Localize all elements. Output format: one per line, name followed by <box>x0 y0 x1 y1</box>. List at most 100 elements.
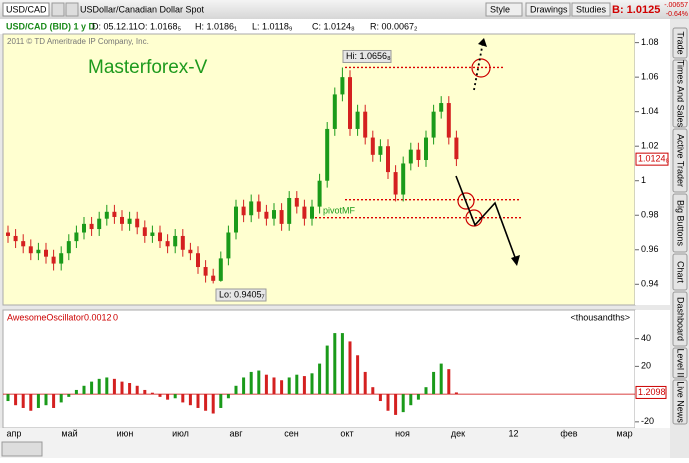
side-tab[interactable] <box>672 253 688 291</box>
y-tick-label: 1.04 <box>641 106 659 116</box>
osc-bar <box>447 369 451 395</box>
candle-body <box>36 249 41 254</box>
osc-bar <box>219 394 223 408</box>
osc-bar <box>242 377 246 395</box>
x-label: ноя <box>395 428 410 438</box>
side-tab[interactable] <box>672 291 688 347</box>
quote-high: H: 1.0186₁ <box>195 21 237 31</box>
y-tick-label: 1.06 <box>641 72 659 82</box>
side-tab-label: Trade <box>676 31 686 54</box>
osc-bar <box>264 374 268 395</box>
last-osc-box <box>635 385 667 399</box>
symbol: USD/CAD <box>6 4 47 14</box>
y-tick-label: 40 <box>641 333 651 343</box>
candle-body <box>317 180 322 207</box>
copyright: 2011 © TD Ameritrade IP Company, Inc. <box>7 37 149 46</box>
icon[interactable] <box>51 2 65 17</box>
osc-bar <box>97 378 101 395</box>
candle-body <box>386 146 390 173</box>
candle-body <box>325 128 330 181</box>
button-label: Studies <box>576 4 607 14</box>
lo-label: Lo: 0.9405₇ <box>219 289 265 299</box>
candle-body <box>287 197 292 224</box>
osc-bar <box>295 374 299 395</box>
arrowhead <box>511 255 520 266</box>
toolbar-button[interactable] <box>485 2 523 17</box>
candle-body <box>104 211 109 219</box>
osc-bar <box>325 345 329 395</box>
symbol-box[interactable] <box>2 2 50 17</box>
osc-bar <box>333 333 337 395</box>
osc-bar <box>310 373 314 395</box>
osc-bar <box>394 394 398 415</box>
side-tab[interactable] <box>672 27 688 59</box>
candle-body <box>226 232 231 259</box>
candle-body <box>264 211 269 219</box>
candle-body <box>256 201 261 212</box>
quote-open: O: 1.0168₅ <box>138 21 182 31</box>
x-label: окт <box>340 428 353 438</box>
osc-bar <box>401 394 405 413</box>
candle-body <box>378 146 383 155</box>
osc-bar <box>340 333 344 395</box>
candle-body <box>241 206 246 216</box>
side-tab[interactable] <box>672 379 688 425</box>
candle-body <box>127 218 132 224</box>
osc-bar <box>166 394 170 400</box>
candle-body <box>294 197 299 207</box>
side-tab[interactable] <box>672 59 688 128</box>
x-label: фев <box>560 428 577 438</box>
candle-body <box>97 218 102 230</box>
zoom-controls[interactable] <box>1 441 43 457</box>
y-tick-label: 0.98 <box>641 210 659 220</box>
candle-body <box>332 94 337 129</box>
osc-bar <box>158 394 162 397</box>
circle-marker <box>471 58 491 78</box>
candle-body <box>66 241 71 254</box>
price-axis <box>635 34 670 305</box>
arrowhead <box>478 38 487 47</box>
toolbar-button[interactable] <box>525 2 571 17</box>
x-label: июн <box>117 428 134 438</box>
osc-bar <box>173 394 177 399</box>
x-label: дек <box>451 428 465 438</box>
candle-body <box>401 163 406 195</box>
osc-bar <box>120 381 124 395</box>
candle-body <box>211 275 216 281</box>
quote-range: R: 00.0067₂ <box>370 21 418 31</box>
chart-title: Masterforex-V <box>88 57 208 78</box>
candle-body <box>165 241 170 247</box>
candle-body <box>196 253 200 268</box>
osc-bar <box>302 376 306 395</box>
osc-bar <box>439 363 443 395</box>
x-label: сен <box>284 428 299 438</box>
icon[interactable] <box>65 2 79 17</box>
hi-label: Hi: 1.0656₈ <box>346 51 391 61</box>
arrow <box>455 175 517 261</box>
x-label: апр <box>7 428 22 438</box>
side-tab[interactable] <box>672 128 688 193</box>
osc-bar <box>44 394 48 406</box>
candle-body <box>363 111 368 138</box>
side-tab[interactable] <box>672 193 688 253</box>
osc-bar <box>112 378 116 395</box>
osc-axis <box>635 310 670 428</box>
candle-body <box>393 172 398 195</box>
candle-body <box>59 253 64 264</box>
osc-bar <box>363 371 367 395</box>
description: USDollar/Canadian Dollar Spot <box>80 4 205 14</box>
osc-bar <box>257 370 261 395</box>
osc-bar <box>59 394 63 403</box>
toolbar-button[interactable] <box>571 2 611 17</box>
hi-label-box <box>342 49 392 63</box>
candle-body <box>218 258 223 281</box>
candle-body <box>454 137 459 160</box>
quote-bar <box>0 19 670 34</box>
osc-bar <box>318 363 322 395</box>
side-tab[interactable] <box>672 347 688 379</box>
osc-title: AwesomeOscillator <box>7 312 84 322</box>
change: -.00657 <box>664 2 688 9</box>
candle-body <box>112 211 117 217</box>
candle-body <box>370 137 375 155</box>
y-tick-label: -20 <box>641 416 654 426</box>
